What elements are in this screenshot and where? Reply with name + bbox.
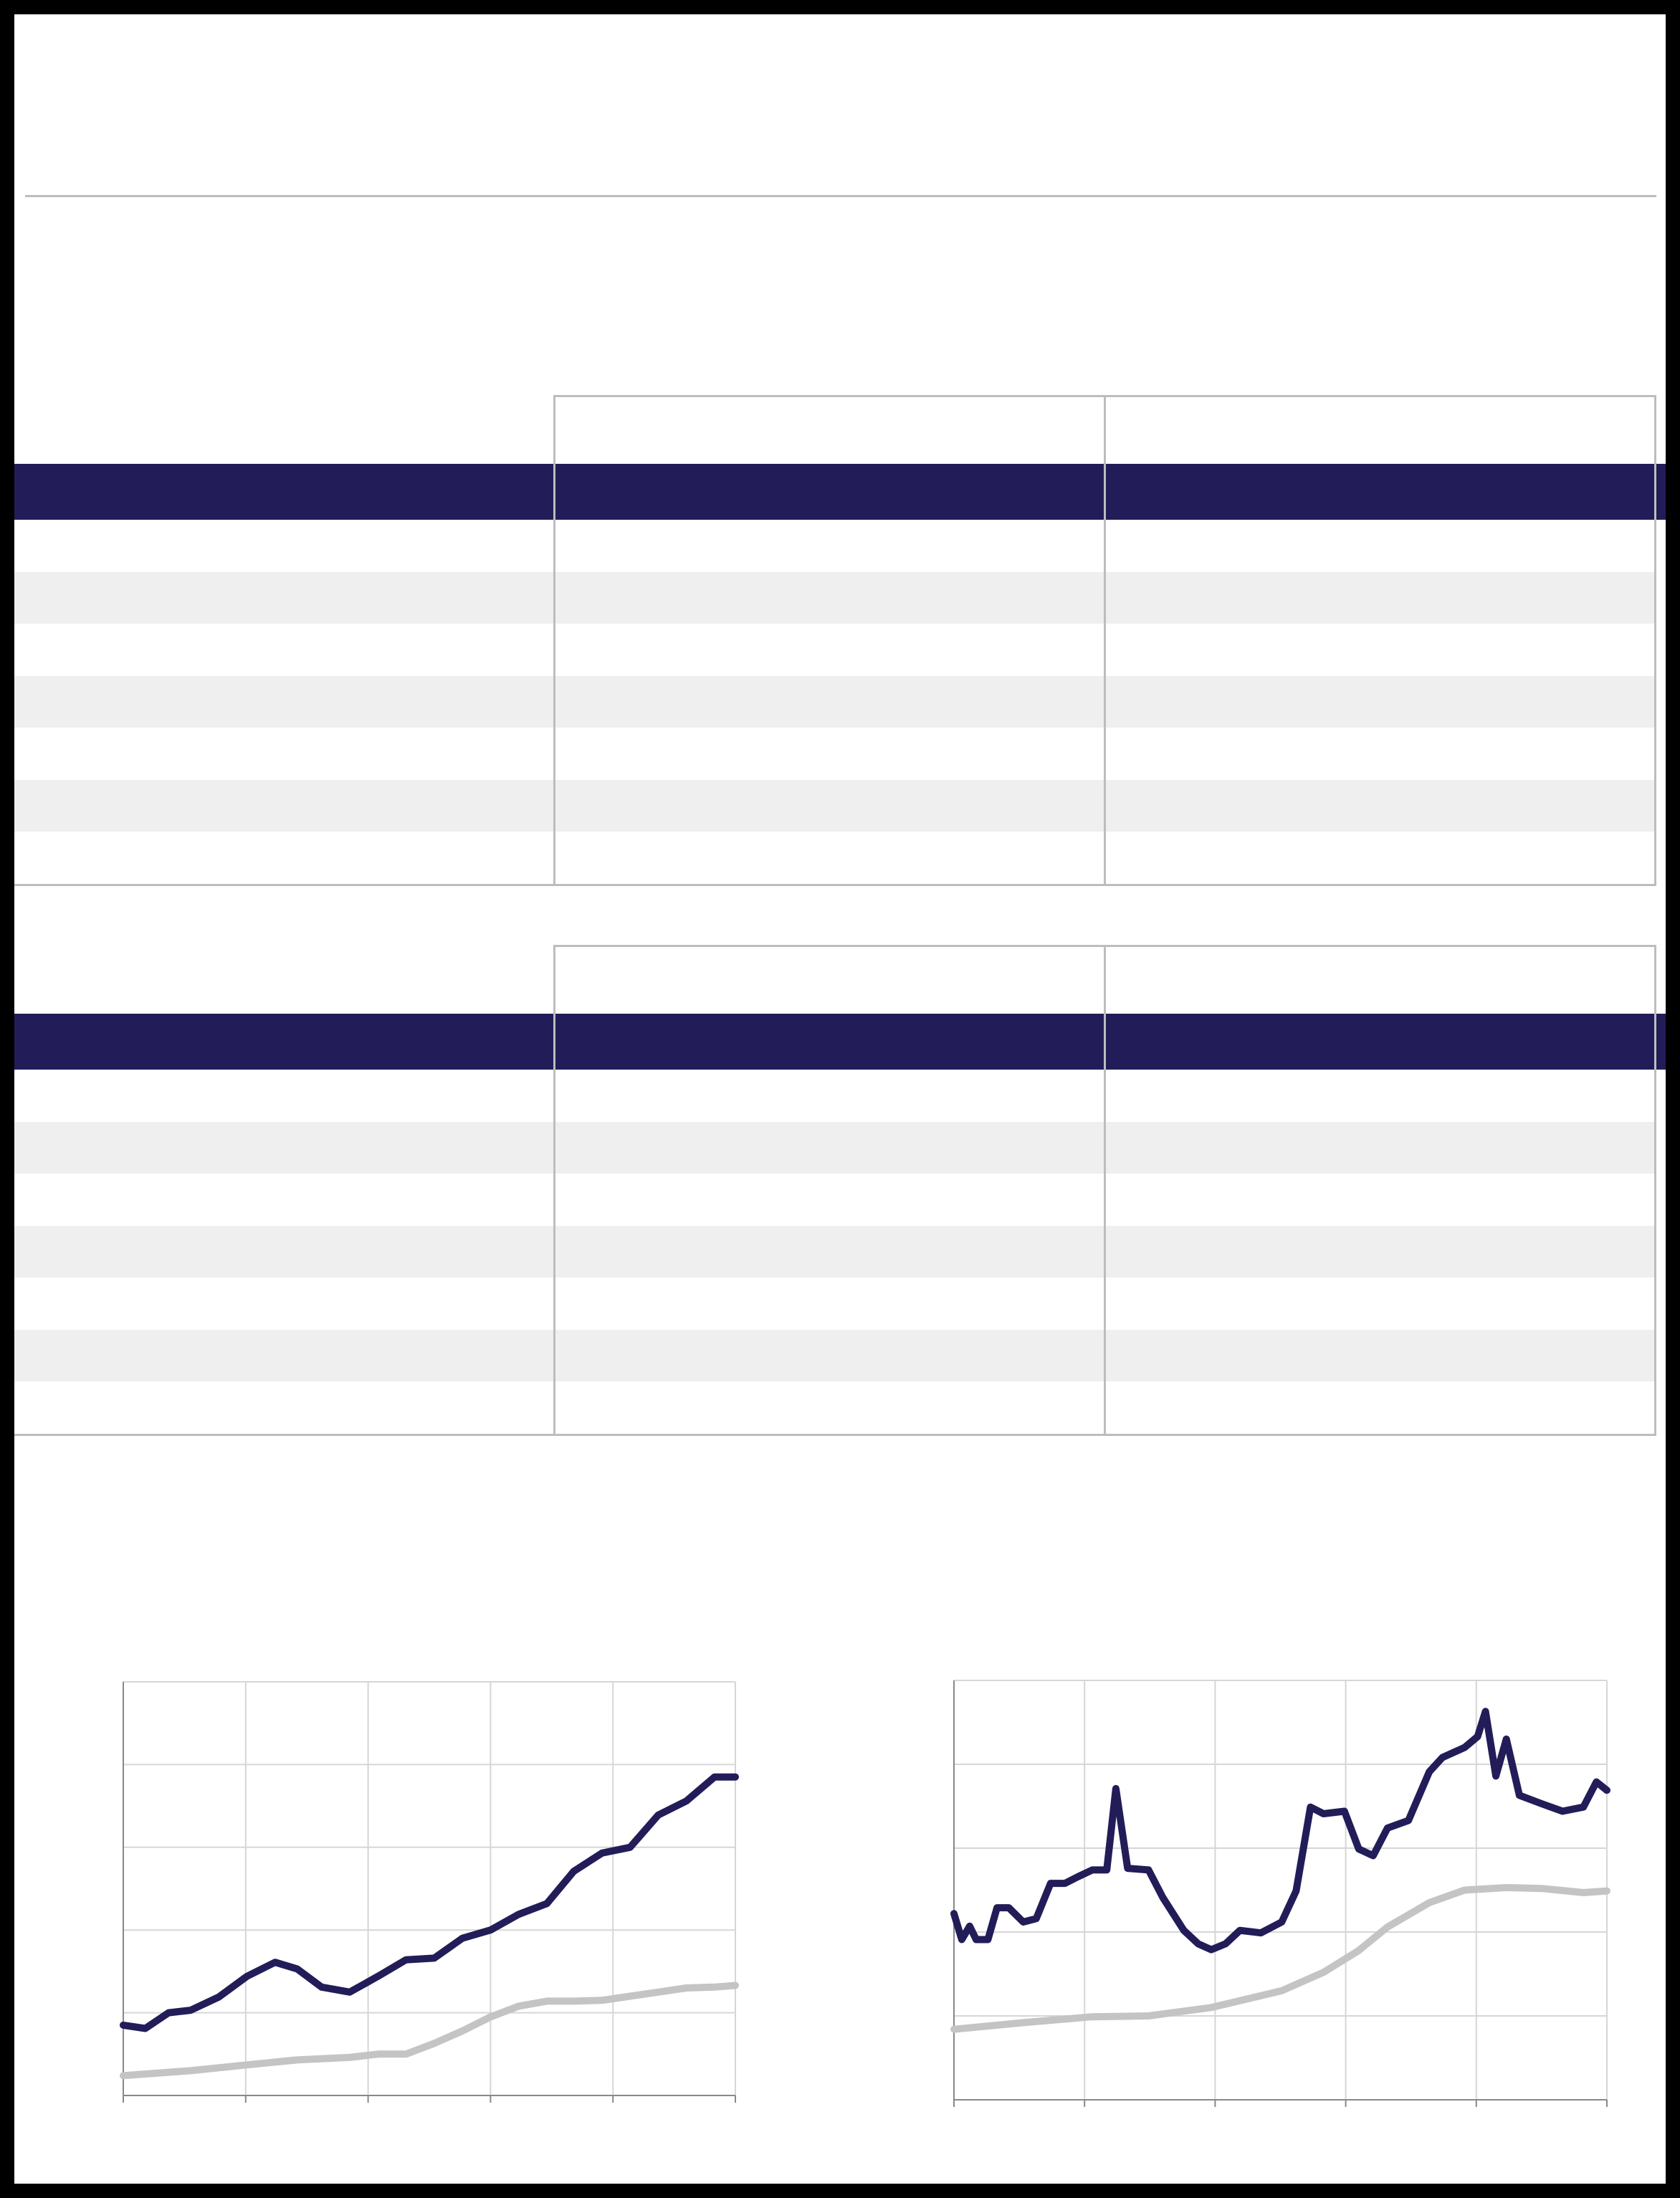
- column-line: [1654, 395, 1656, 884]
- column-line: [1104, 395, 1106, 884]
- table-row: [14, 1225, 1656, 1278]
- data-line: [950, 1884, 1610, 2033]
- table-row: [14, 675, 1656, 728]
- table-header: [14, 1014, 1666, 1070]
- column-line: [553, 945, 555, 1434]
- column-line: [1104, 945, 1106, 1434]
- table-row: [14, 1329, 1656, 1381]
- column-line: [1654, 945, 1656, 1434]
- divider: [25, 195, 1656, 197]
- table-top-line: [553, 945, 1656, 947]
- table-header: [14, 464, 1666, 520]
- data-line: [120, 1773, 739, 2032]
- table-row: [14, 779, 1656, 832]
- column-line: [553, 395, 555, 884]
- table-row: [14, 571, 1656, 624]
- table-bottom-line: [14, 883, 1656, 886]
- table-top-line: [553, 395, 1656, 397]
- table-bottom-line: [14, 1433, 1656, 1436]
- data-line: [120, 1981, 739, 2080]
- data-line: [950, 1708, 1610, 1954]
- table-row: [14, 1121, 1656, 1174]
